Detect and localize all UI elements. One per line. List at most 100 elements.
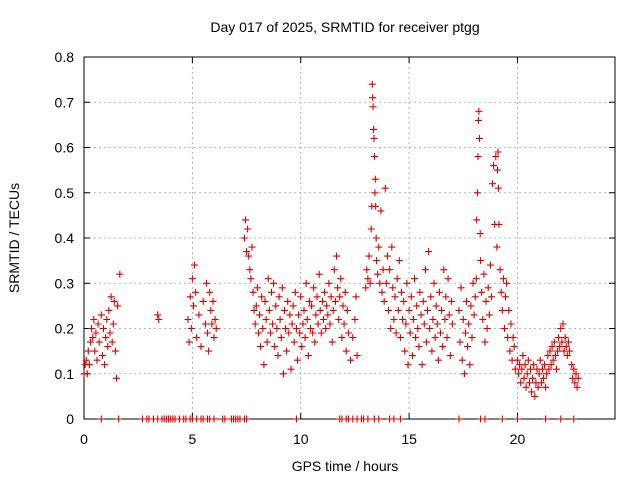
data-point bbox=[92, 329, 100, 337]
x-axis-label: GPS time / hours bbox=[292, 458, 399, 474]
data-point bbox=[448, 320, 456, 328]
data-point bbox=[443, 334, 451, 342]
data-point bbox=[425, 248, 433, 256]
data-point bbox=[258, 293, 266, 301]
data-point bbox=[210, 415, 218, 423]
data-point bbox=[561, 334, 569, 342]
data-point bbox=[441, 316, 449, 323]
data-point bbox=[276, 316, 284, 323]
data-point bbox=[247, 275, 255, 283]
data-point bbox=[499, 275, 507, 283]
data-point bbox=[263, 338, 271, 346]
data-point bbox=[90, 316, 98, 323]
data-point bbox=[511, 365, 519, 373]
data-point bbox=[524, 356, 532, 364]
data-point bbox=[571, 379, 579, 387]
data-point bbox=[289, 302, 297, 310]
y-tick-label: 0.7 bbox=[55, 94, 75, 110]
data-point bbox=[341, 288, 349, 296]
data-point bbox=[253, 284, 261, 292]
data-point bbox=[352, 293, 360, 301]
data-point bbox=[195, 311, 203, 319]
data-point bbox=[409, 316, 417, 323]
data-point bbox=[334, 284, 342, 292]
data-point bbox=[336, 293, 344, 301]
data-point bbox=[495, 220, 503, 228]
data-point bbox=[546, 347, 554, 355]
data-point bbox=[102, 334, 110, 342]
data-point bbox=[364, 415, 372, 423]
y-tick-label: 0.5 bbox=[55, 185, 75, 201]
data-point bbox=[155, 316, 163, 323]
data-point bbox=[396, 334, 404, 342]
data-point bbox=[462, 329, 469, 337]
data-point bbox=[494, 148, 502, 156]
data-point bbox=[403, 279, 411, 287]
data-point bbox=[570, 415, 578, 423]
data-point bbox=[547, 361, 555, 369]
data-point bbox=[459, 316, 467, 323]
data-point bbox=[483, 325, 491, 332]
data-point bbox=[440, 266, 448, 274]
data-point bbox=[328, 338, 336, 346]
data-point bbox=[204, 329, 211, 337]
data-point bbox=[419, 297, 427, 305]
data-point bbox=[154, 311, 162, 319]
data-point bbox=[87, 338, 94, 346]
data-point bbox=[367, 225, 375, 233]
data-point bbox=[208, 320, 216, 328]
data-point bbox=[433, 320, 441, 328]
data-point bbox=[330, 266, 338, 274]
data-point bbox=[514, 415, 521, 423]
data-point bbox=[98, 352, 106, 360]
data-point bbox=[566, 347, 573, 355]
data-point bbox=[484, 284, 492, 292]
data-point bbox=[199, 297, 207, 305]
data-point bbox=[553, 365, 560, 373]
data-point bbox=[314, 320, 322, 328]
y-tick-label: 0.6 bbox=[55, 140, 75, 156]
data-point bbox=[536, 356, 544, 364]
data-point bbox=[544, 352, 552, 360]
data-point bbox=[489, 180, 496, 188]
data-point bbox=[559, 320, 567, 328]
data-point bbox=[331, 297, 339, 305]
data-point bbox=[505, 306, 513, 314]
data-point bbox=[85, 361, 93, 369]
data-point bbox=[285, 329, 293, 337]
data-point bbox=[307, 325, 314, 332]
data-point bbox=[519, 352, 527, 360]
data-point bbox=[244, 225, 252, 233]
data-point bbox=[371, 175, 379, 183]
data-point bbox=[543, 370, 551, 378]
data-point bbox=[431, 334, 439, 342]
data-point bbox=[324, 311, 332, 319]
data-point bbox=[184, 316, 192, 323]
data-point bbox=[190, 302, 197, 310]
data-point bbox=[203, 279, 210, 287]
data-point bbox=[279, 370, 287, 378]
data-point bbox=[385, 306, 392, 314]
data-point bbox=[439, 343, 447, 351]
data-point bbox=[284, 297, 292, 305]
data-point bbox=[518, 365, 526, 373]
data-point bbox=[444, 275, 452, 283]
data-point bbox=[291, 288, 299, 296]
data-point bbox=[527, 365, 534, 373]
data-point bbox=[549, 356, 557, 364]
data-point bbox=[248, 243, 256, 251]
data-point bbox=[106, 329, 114, 337]
data-point bbox=[476, 135, 483, 142]
data-point bbox=[396, 415, 404, 423]
data-point bbox=[300, 306, 308, 314]
data-point bbox=[197, 343, 205, 351]
data-point bbox=[353, 352, 361, 360]
data-point bbox=[83, 370, 91, 378]
data-point bbox=[369, 94, 377, 102]
data-point bbox=[299, 320, 307, 328]
data-point bbox=[282, 325, 290, 332]
data-point bbox=[515, 370, 523, 378]
data-point bbox=[278, 284, 286, 292]
data-point bbox=[485, 311, 493, 319]
data-point bbox=[438, 306, 446, 314]
